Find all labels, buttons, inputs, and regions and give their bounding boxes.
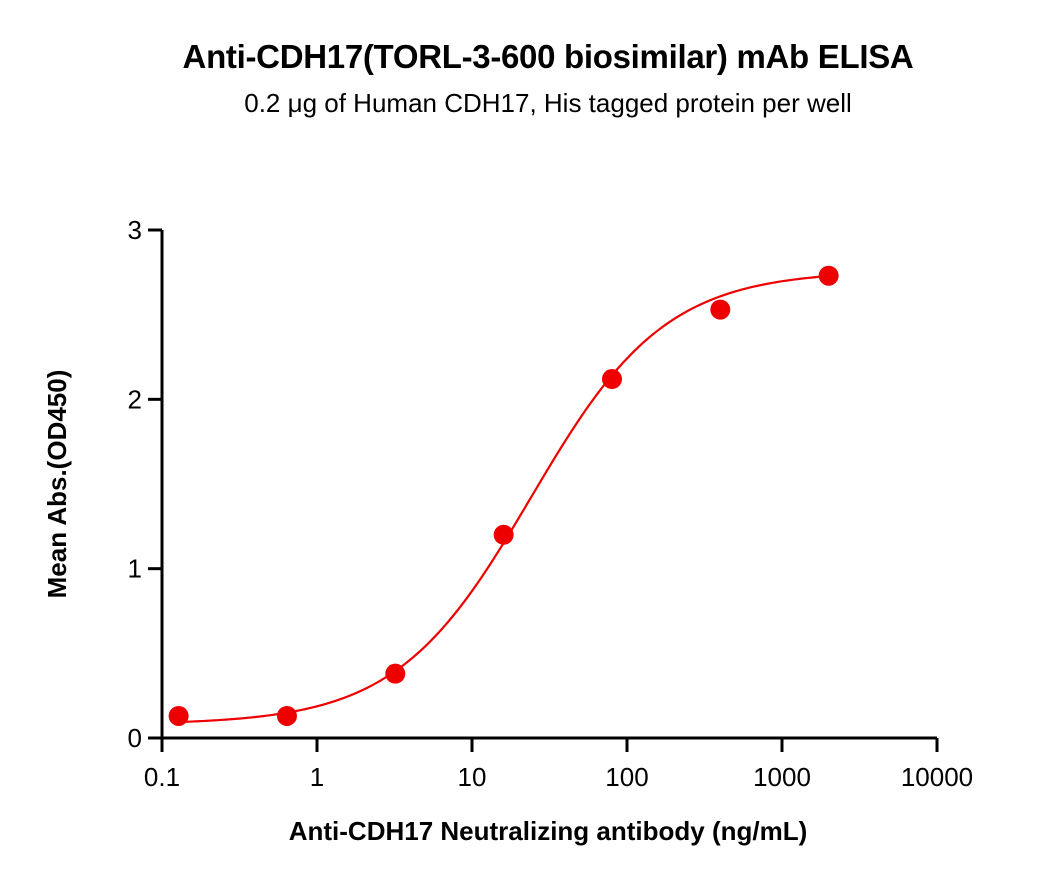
chart-subtitle: 0.2 μg of Human CDH17, His tagged protei…	[244, 88, 852, 118]
y-axis-title: Mean Abs.(OD450)	[42, 370, 72, 599]
axes: 0 1 2 3 0.1 1 10 100 1000 10000	[128, 215, 974, 792]
x-tick-label: 10	[458, 762, 487, 792]
x-tick-label: 100	[605, 762, 648, 792]
y-tick-label: 2	[128, 384, 142, 414]
y-tick-label: 1	[128, 554, 142, 584]
chart-title: Anti-CDH17(TORL-3-600 biosimilar) mAb EL…	[182, 38, 914, 75]
data-points	[168, 265, 839, 726]
x-tick-label: 0.1	[144, 762, 180, 792]
data-point	[276, 705, 297, 726]
x-tick-label: 1000	[753, 762, 811, 792]
data-point	[168, 705, 189, 726]
x-axis-title: Anti-CDH17 Neutralizing antibody (ng/mL)	[289, 816, 808, 846]
data-point	[385, 663, 406, 684]
data-point	[601, 369, 622, 390]
y-tick-label: 0	[128, 723, 142, 753]
fit-curve	[178, 274, 829, 724]
data-point	[710, 299, 731, 320]
x-tick-label: 1	[310, 762, 324, 792]
data-point	[818, 265, 839, 286]
data-point	[493, 524, 514, 545]
y-tick-label: 3	[128, 215, 142, 245]
x-tick-label: 10000	[901, 762, 973, 792]
